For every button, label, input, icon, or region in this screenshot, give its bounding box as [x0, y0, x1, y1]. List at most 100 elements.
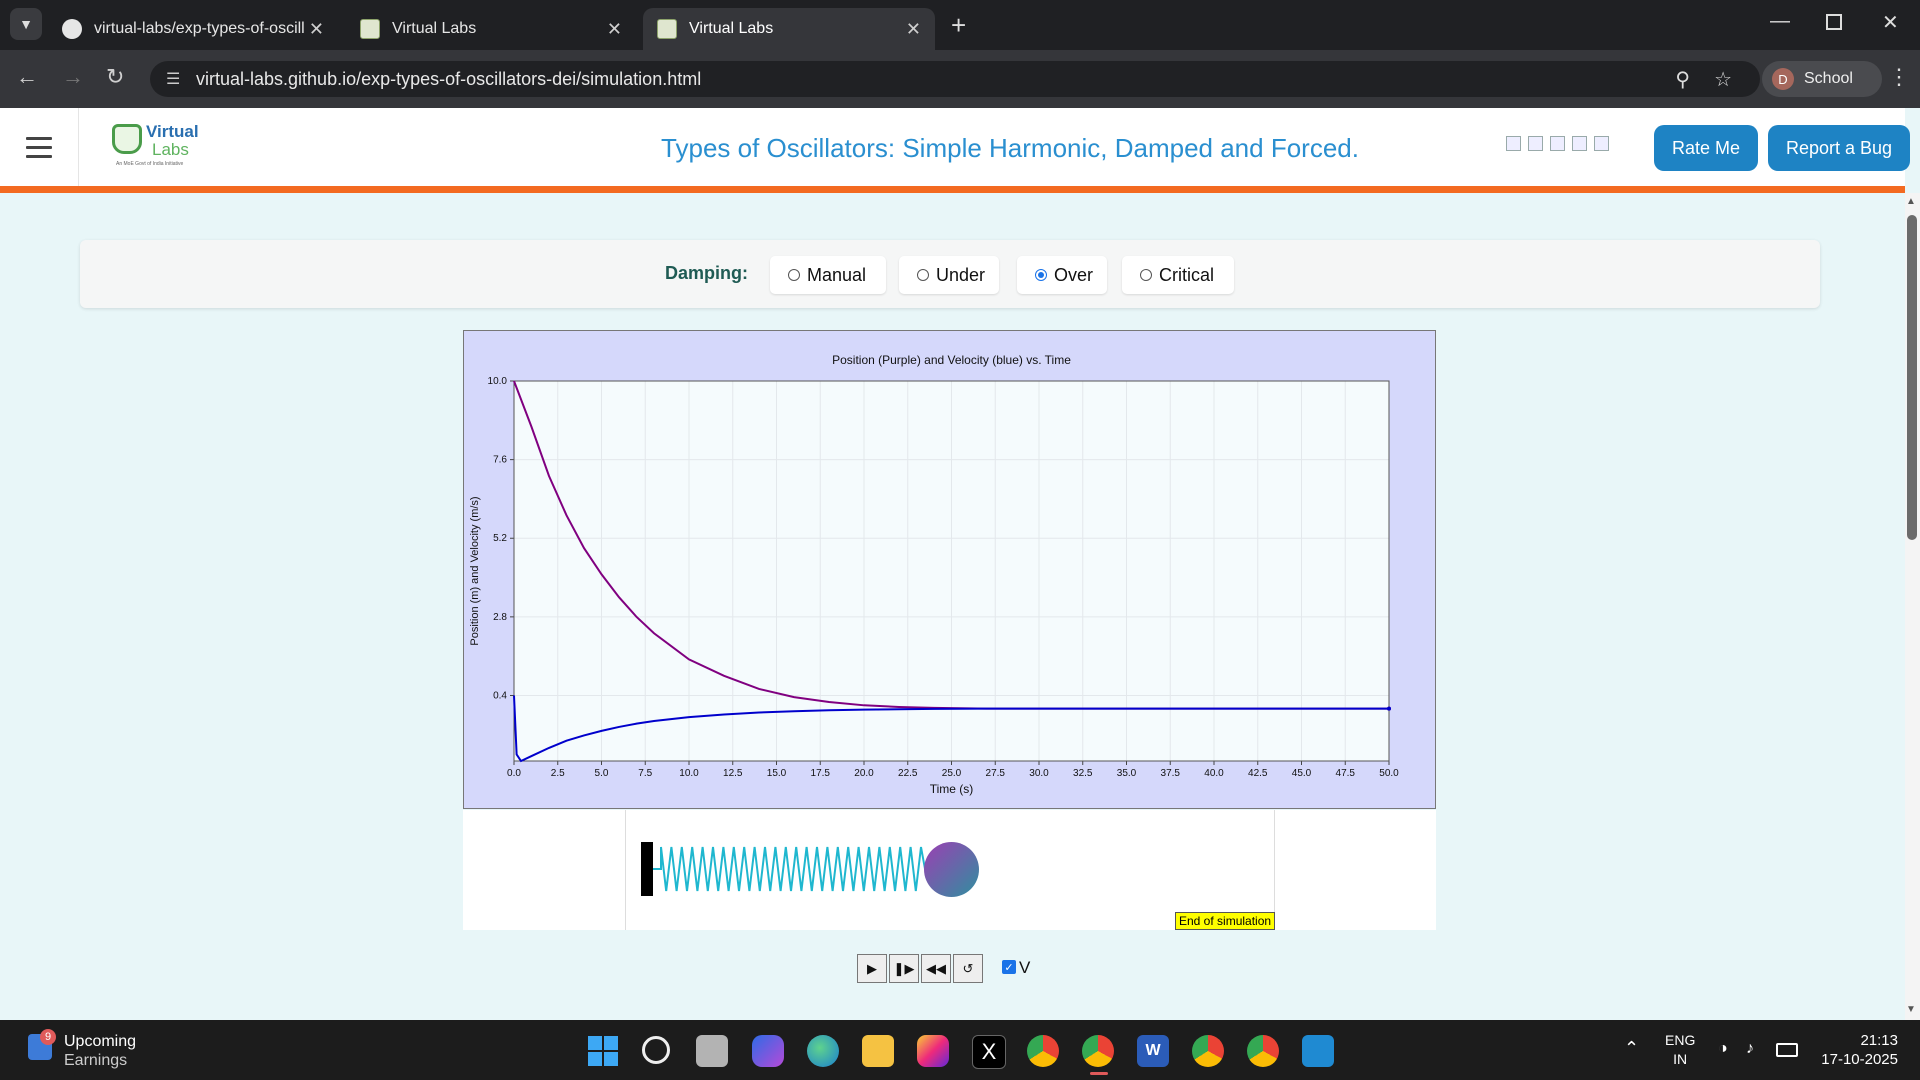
profile-button[interactable]: D School — [1762, 61, 1882, 97]
window-close-icon[interactable]: ✕ — [1882, 12, 1899, 34]
header-accent-bar — [0, 186, 1905, 193]
chrome-profile-p-icon[interactable] — [1247, 1035, 1279, 1067]
velocity-checkbox[interactable]: ✓ — [1002, 960, 1016, 974]
tab-virtual-labs-active[interactable]: Virtual Labs ✕ — [643, 8, 935, 50]
tab-title: virtual-labs/exp-types-of-oscilla — [94, 20, 304, 37]
show-hidden-icons[interactable]: ⌃ — [1624, 1038, 1640, 1058]
reload-icon[interactable]: ↻ — [106, 64, 125, 89]
close-icon[interactable]: ✕ — [308, 18, 324, 39]
report-bug-button[interactable]: Report a Bug — [1768, 125, 1910, 171]
simulation-canvas — [625, 810, 1275, 930]
radio-critical[interactable] — [1140, 269, 1152, 281]
tab-virtual-labs[interactable]: Virtual Labs ✕ — [346, 8, 636, 50]
word-icon[interactable]: W — [1137, 1035, 1169, 1067]
start-icon[interactable] — [588, 1036, 618, 1066]
widget-text[interactable]: Upcoming Earnings — [64, 1032, 136, 1070]
vscode-icon[interactable] — [1302, 1035, 1334, 1067]
broken-image-icon — [1594, 136, 1609, 151]
virtual-labs-favicon-icon — [657, 19, 677, 39]
address-bar[interactable]: ☰ virtual-labs.github.io/exp-types-of-os… — [150, 61, 1760, 97]
system-clock[interactable]: 21:13 17-10-2025 — [1808, 1031, 1898, 1069]
y-tick-label: 2.8 — [493, 612, 507, 623]
tab-search-button[interactable]: ▼ — [10, 8, 42, 40]
clock-time: 21:13 — [1860, 1032, 1898, 1049]
task-view-icon[interactable] — [696, 1035, 728, 1067]
damping-option-over[interactable]: Over — [1017, 256, 1107, 294]
new-tab-icon[interactable]: + — [951, 10, 967, 40]
hamburger-menu-icon[interactable] — [26, 137, 52, 158]
rate-me-button[interactable]: Rate Me — [1654, 125, 1758, 171]
tab-github[interactable]: virtual-labs/exp-types-of-oscilla ✕ — [48, 8, 338, 50]
mass-ball — [924, 842, 979, 897]
tab-title: Virtual Labs — [689, 20, 774, 37]
y-tick-label: 10.0 — [488, 376, 508, 387]
volume-icon[interactable]: ♪ — [1746, 1040, 1754, 1057]
close-icon[interactable]: ✕ — [905, 18, 921, 39]
broken-image-icon — [1506, 136, 1521, 151]
broken-image-icon — [1528, 136, 1543, 151]
x-tick-label: 47.5 — [1336, 768, 1356, 779]
reset-button[interactable]: ↺ — [953, 954, 983, 983]
lang-bottom: IN — [1673, 1051, 1688, 1067]
x-tick-label: 37.5 — [1161, 768, 1181, 779]
damping-option-under[interactable]: Under — [899, 256, 999, 294]
chrome-profile-icon[interactable] — [1082, 1035, 1114, 1067]
back-icon[interactable]: ← — [16, 64, 38, 89]
scroll-down-icon[interactable]: ▼ — [1906, 1004, 1916, 1015]
edge-icon[interactable] — [807, 1035, 839, 1067]
step-forward-button[interactable]: ❚▶ — [889, 954, 919, 983]
language-indicator[interactable]: ENG IN — [1665, 1031, 1695, 1069]
restore-icon[interactable] — [1826, 14, 1842, 30]
series-line-velocity — [513, 695, 1389, 763]
active-app-indicator — [1090, 1072, 1108, 1075]
option-label: Manual — [807, 264, 867, 285]
notification-badge: 9 — [40, 1029, 56, 1045]
search-icon[interactable] — [642, 1036, 670, 1064]
chevron-down-icon: ▼ — [19, 16, 33, 32]
x-tick-label: 17.5 — [811, 768, 831, 779]
chrome-profile-d-icon[interactable] — [1192, 1035, 1224, 1067]
play-icon: ▶ — [867, 960, 877, 976]
rewind-button[interactable]: ◀◀ — [921, 954, 951, 983]
tab-title: Virtual Labs — [392, 20, 477, 37]
damping-option-critical[interactable]: Critical — [1122, 256, 1234, 294]
radio-manual[interactable] — [788, 269, 800, 281]
scroll-up-icon[interactable]: ▲ — [1906, 196, 1916, 207]
bookmark-star-icon[interactable]: ☆ — [1714, 68, 1732, 91]
browser-menu-icon[interactable]: ⋮ — [1888, 64, 1910, 89]
virtual-labs-logo[interactable]: Virtual Labs An MoE Govt of India Initia… — [110, 120, 200, 172]
widget-subtitle: Earnings — [64, 1052, 128, 1069]
chrome-icon[interactable] — [1027, 1035, 1059, 1067]
x-tick-label: 30.0 — [1029, 768, 1049, 779]
scrollbar-thumb[interactable] — [1907, 215, 1917, 540]
x-tick-label: 50.0 — [1379, 768, 1399, 779]
copilot-icon[interactable] — [752, 1035, 784, 1067]
option-label: Over — [1054, 264, 1094, 285]
wifi-icon[interactable]: ◑ — [1718, 1040, 1728, 1057]
minimize-icon[interactable]: — — [1770, 10, 1790, 32]
y-tick-label: 5.2 — [493, 533, 507, 544]
battery-icon[interactable] — [1776, 1043, 1798, 1057]
forward-icon[interactable]: → — [62, 64, 84, 89]
lang-top: ENG — [1665, 1032, 1696, 1048]
radio-over[interactable] — [1035, 269, 1047, 281]
instagram-icon[interactable] — [917, 1035, 949, 1067]
zoom-icon[interactable]: ⚲ — [1675, 68, 1690, 91]
logo-text: Virtual — [146, 122, 199, 141]
x-tick-label: 45.0 — [1292, 768, 1312, 779]
play-button[interactable]: ▶ — [857, 954, 887, 983]
x-tick-label: 25.0 — [942, 768, 962, 779]
x-tick-label: 42.5 — [1248, 768, 1268, 779]
file-explorer-icon[interactable] — [862, 1035, 894, 1067]
damping-label: Damping: — [665, 263, 748, 283]
close-icon[interactable]: ✕ — [606, 18, 622, 39]
radio-under[interactable] — [917, 269, 929, 281]
broken-image-icon — [1572, 136, 1587, 151]
x-tick-label: 35.0 — [1117, 768, 1137, 779]
option-label: Under — [936, 264, 986, 285]
x-tick-label: 5.0 — [595, 768, 609, 779]
x-icon[interactable]: X — [972, 1035, 1006, 1069]
x-tick-label: 2.5 — [551, 768, 565, 779]
damping-option-manual[interactable]: Manual — [770, 256, 886, 294]
site-settings-icon[interactable]: ☰ — [166, 71, 181, 88]
